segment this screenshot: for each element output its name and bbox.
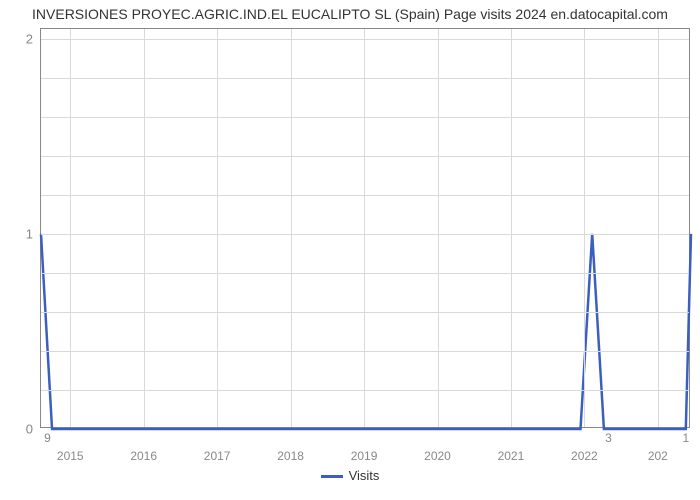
visits-line <box>41 234 691 429</box>
legend-label: Visits <box>349 468 380 483</box>
x-axis-tick-label: 2022 <box>571 427 598 463</box>
y-axis-tick-label: 0 <box>26 422 41 437</box>
y-axis-tick-label: 2 <box>26 31 41 46</box>
chart-root: INVERSIONES PROYEC.AGRIC.IND.EL EUCALIPT… <box>0 0 700 500</box>
x-axis-tick-label: 2021 <box>498 427 525 463</box>
grid-line-vertical <box>291 29 292 427</box>
grid-line-vertical <box>658 29 659 427</box>
legend-swatch <box>321 475 343 478</box>
line-series-svg <box>41 29 691 429</box>
grid-line-vertical <box>438 29 439 427</box>
grid-line-vertical <box>364 29 365 427</box>
x-axis-tick-label: 2015 <box>57 427 84 463</box>
y-axis-tick-label: 1 <box>26 226 41 241</box>
data-point-label: 9 <box>44 431 51 445</box>
grid-line-vertical <box>70 29 71 427</box>
x-axis-tick-label: 2016 <box>130 427 157 463</box>
grid-line-vertical <box>144 29 145 427</box>
grid-line-vertical <box>217 29 218 427</box>
data-point-label: 3 <box>605 431 612 445</box>
x-axis-tick-label: 2019 <box>351 427 378 463</box>
grid-line-vertical <box>584 29 585 427</box>
grid-line-vertical <box>511 29 512 427</box>
x-axis-tick-label: 2017 <box>204 427 231 463</box>
plot-area: 0122015201620172018201920202021202220293… <box>40 28 690 428</box>
legend: Visits <box>0 468 700 483</box>
x-axis-tick-label: 202 <box>648 427 668 463</box>
x-axis-tick-label: 2020 <box>424 427 451 463</box>
data-point-label: 1 <box>682 431 689 445</box>
chart-title: INVERSIONES PROYEC.AGRIC.IND.EL EUCALIPT… <box>0 6 700 22</box>
x-axis-tick-label: 2018 <box>277 427 304 463</box>
